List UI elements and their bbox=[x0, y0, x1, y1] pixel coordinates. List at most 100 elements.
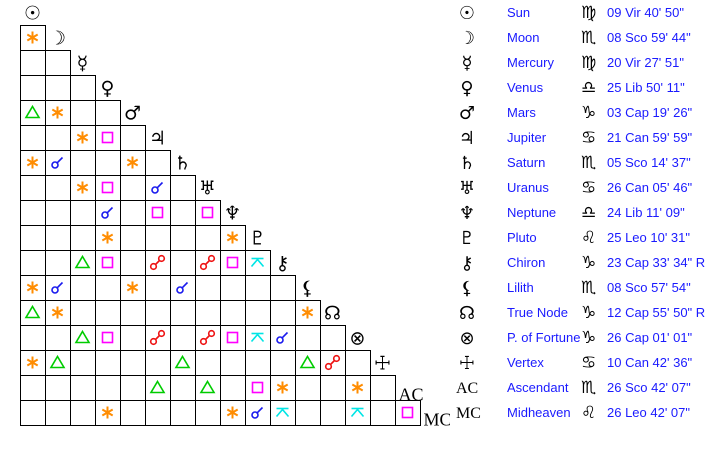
grid-cell bbox=[70, 200, 96, 226]
sextile-aspect-icon bbox=[26, 31, 39, 44]
grid-cell bbox=[120, 225, 146, 251]
chiron-icon: ⚷ bbox=[460, 253, 474, 274]
neptune-icon: ♆ bbox=[458, 203, 476, 224]
grid-cell bbox=[45, 250, 71, 276]
grid-cell bbox=[120, 375, 146, 401]
grid-cell bbox=[20, 225, 46, 251]
mars-icon: ♂ bbox=[124, 103, 141, 125]
jupiter-icon: ♃ bbox=[149, 128, 166, 150]
grid-cell bbox=[395, 400, 421, 426]
grid-cell bbox=[45, 225, 71, 251]
sextile-aspect-icon bbox=[26, 356, 39, 369]
sextile-aspect-icon bbox=[126, 156, 139, 169]
grid-cell bbox=[295, 400, 321, 426]
midheaven-icon: MC bbox=[456, 405, 481, 422]
grid-cell bbox=[220, 325, 246, 351]
conjunction-aspect-icon bbox=[101, 206, 114, 219]
saturn-icon: ♄ bbox=[174, 153, 191, 175]
grid-cell bbox=[20, 250, 46, 276]
grid-cell bbox=[345, 350, 371, 376]
planet-name: Moon bbox=[507, 30, 540, 45]
grid-cell bbox=[45, 375, 71, 401]
grid-cell bbox=[170, 250, 196, 276]
cancer-icon: ♋ bbox=[581, 128, 597, 148]
grid-cell bbox=[70, 325, 96, 351]
mars-icon: ♂ bbox=[458, 103, 476, 124]
grid-cell bbox=[245, 275, 271, 301]
grid-cell bbox=[320, 400, 346, 426]
planet-row: ⚸ Lilith ♏ 08 Sco 57' 54" bbox=[450, 275, 705, 300]
planet-position: 03 Cap 19' 26" bbox=[607, 105, 693, 120]
quincunx-aspect-icon bbox=[250, 332, 265, 343]
conjunction-aspect-icon bbox=[176, 281, 189, 294]
planet-position: 20 Vir 27' 51" bbox=[607, 55, 684, 70]
planet-position: 26 Can 05' 46" bbox=[607, 180, 693, 195]
sextile-aspect-icon bbox=[351, 381, 364, 394]
planet-position: 12 Cap 55' 50" R bbox=[607, 305, 705, 320]
midheaven-icon: MC bbox=[424, 410, 451, 430]
grid-cell bbox=[320, 375, 346, 401]
neptune-icon: ♆ bbox=[224, 203, 241, 225]
grid-cell bbox=[270, 275, 296, 301]
trine-aspect-icon bbox=[174, 354, 191, 369]
planet-row: ☩ Vertex ♋ 10 Can 42' 36" bbox=[450, 350, 705, 375]
grid-cell bbox=[45, 325, 71, 351]
grid-cell bbox=[45, 350, 71, 376]
grid-cell bbox=[295, 325, 321, 351]
grid-cell bbox=[145, 350, 171, 376]
grid-cell bbox=[95, 375, 121, 401]
chiron-icon: ⚷ bbox=[276, 253, 290, 275]
part-of-fortune-icon: ⊗ bbox=[350, 328, 366, 350]
grid-cell bbox=[45, 200, 71, 226]
trine-aspect-icon bbox=[74, 329, 91, 344]
planet-row: ♀ Venus ♎ 25 Lib 50' 11" bbox=[450, 75, 705, 100]
square-aspect-icon bbox=[226, 331, 239, 344]
lilith-icon: ⚸ bbox=[460, 278, 474, 299]
lilith-icon: ⚸ bbox=[301, 278, 315, 300]
grid-cell bbox=[95, 100, 121, 126]
ascendant-icon: AC bbox=[399, 385, 424, 405]
planet-name: Lilith bbox=[507, 280, 534, 295]
grid-cell bbox=[20, 275, 46, 301]
grid-cell bbox=[20, 325, 46, 351]
scorpio-icon: ♏ bbox=[581, 153, 597, 173]
saturn-icon: ♄ bbox=[458, 153, 476, 174]
square-aspect-icon bbox=[201, 206, 214, 219]
sun-icon: ☉ bbox=[24, 3, 41, 25]
sextile-aspect-icon bbox=[51, 306, 64, 319]
trine-aspect-icon bbox=[74, 254, 91, 269]
planet-row: ☊ True Node ♑ 12 Cap 55' 50" R bbox=[450, 300, 705, 325]
planet-position: 09 Vir 40' 50" bbox=[607, 5, 684, 20]
grid-cell bbox=[145, 300, 171, 326]
grid-cell bbox=[95, 175, 121, 201]
planet-name: Mercury bbox=[507, 55, 554, 70]
grid-cell bbox=[70, 250, 96, 276]
grid-cell bbox=[295, 375, 321, 401]
grid-cell bbox=[95, 150, 121, 176]
grid-cell bbox=[170, 175, 196, 201]
grid-cell bbox=[370, 375, 396, 401]
venus-icon: ♀ bbox=[101, 78, 115, 100]
square-aspect-icon bbox=[101, 131, 114, 144]
grid-cell bbox=[270, 400, 296, 426]
planet-position: 26 Cap 01' 01" bbox=[607, 330, 693, 345]
planet-name: Vertex bbox=[507, 355, 544, 370]
grid-cell bbox=[270, 325, 296, 351]
trine-aspect-icon bbox=[199, 379, 216, 394]
sextile-aspect-icon bbox=[26, 156, 39, 169]
opposition-aspect-icon bbox=[149, 254, 166, 271]
pluto-icon: ♇ bbox=[249, 228, 266, 250]
sextile-aspect-icon bbox=[101, 406, 114, 419]
planet-name: P. of Fortune bbox=[507, 330, 581, 345]
grid-cell bbox=[145, 200, 171, 226]
conjunction-aspect-icon bbox=[51, 281, 64, 294]
planet-row: ☽ Moon ♏ 08 Sco 59' 44" bbox=[450, 25, 705, 50]
planet-row: ♂ Mars ♑ 03 Cap 19' 26" bbox=[450, 100, 705, 125]
sextile-aspect-icon bbox=[301, 306, 314, 319]
grid-cell bbox=[120, 350, 146, 376]
grid-cell bbox=[70, 350, 96, 376]
grid-cell bbox=[120, 250, 146, 276]
grid-cell bbox=[170, 200, 196, 226]
scorpio-icon: ♏ bbox=[581, 278, 597, 298]
capricorn-icon: ♑ bbox=[581, 253, 597, 273]
